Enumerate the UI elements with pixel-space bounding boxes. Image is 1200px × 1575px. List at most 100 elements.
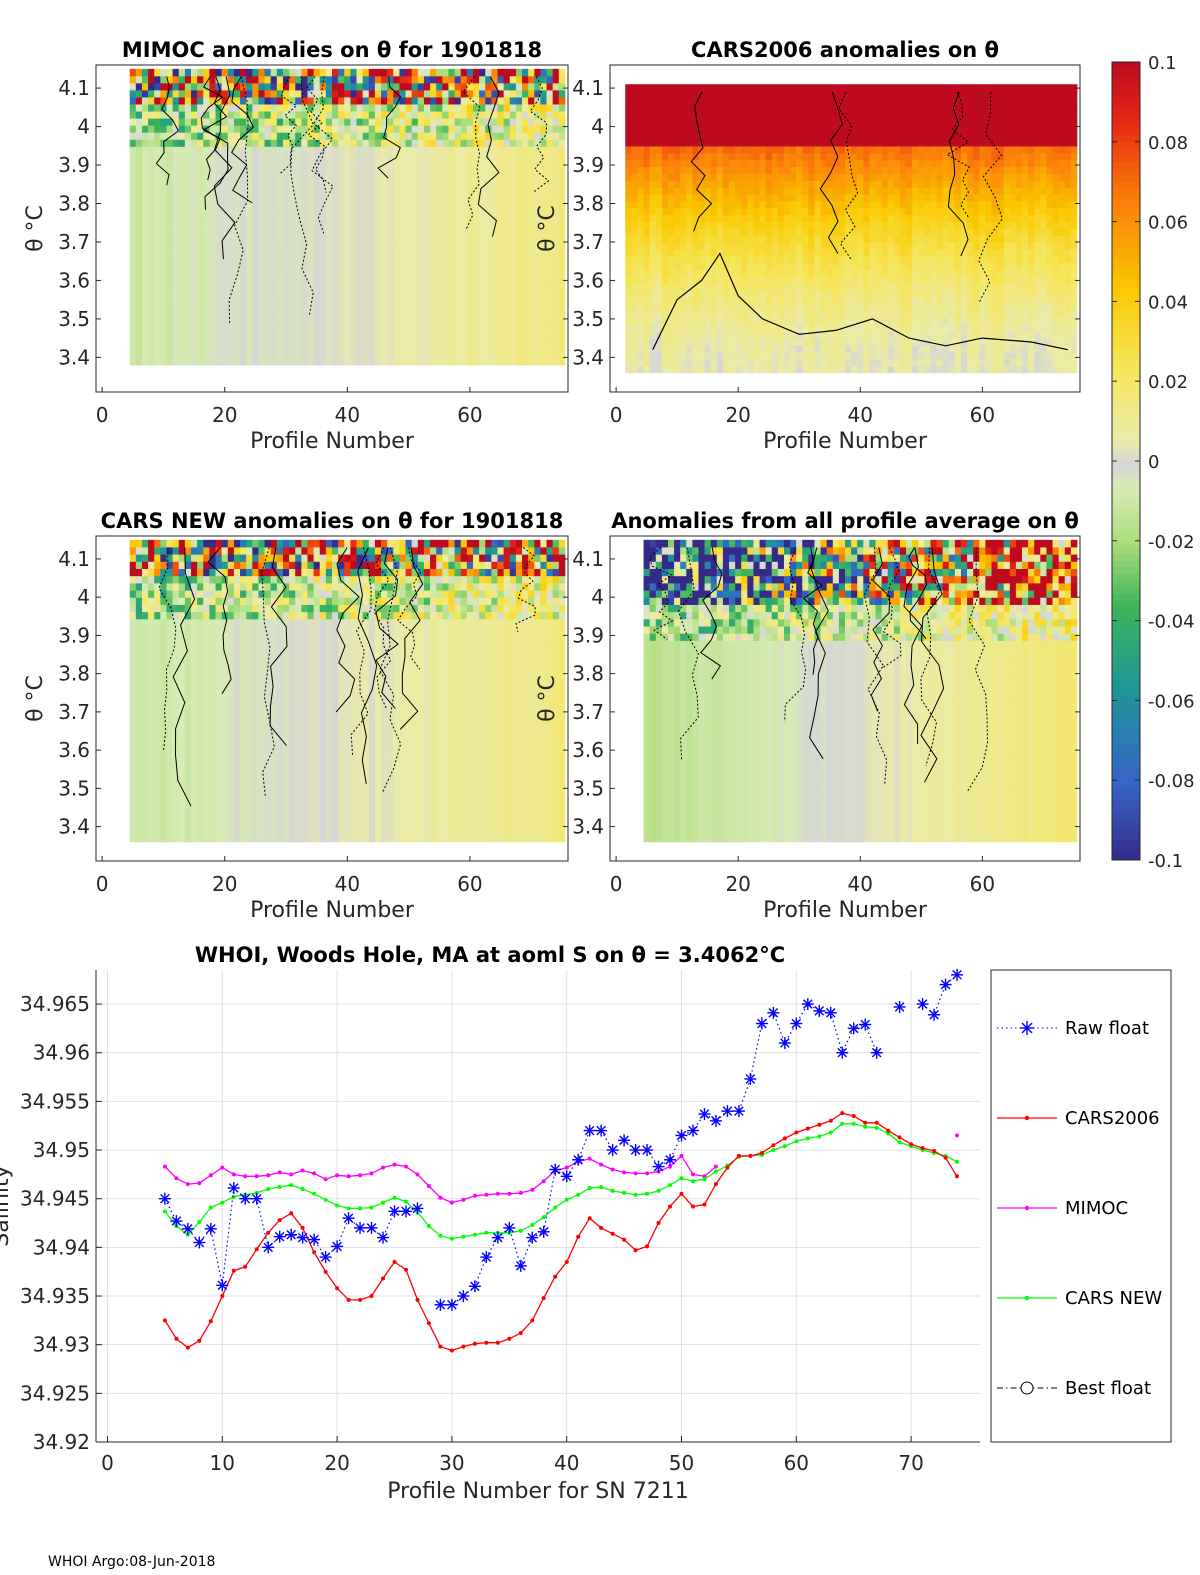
heatmap-cell bbox=[674, 125, 681, 133]
heatmap-cell bbox=[270, 315, 278, 324]
heatmap-cell bbox=[319, 68, 327, 77]
heatmap-cell bbox=[129, 350, 137, 359]
heatmap-cell bbox=[387, 216, 394, 225]
heatmap-cell bbox=[141, 167, 149, 176]
heatmap-cell bbox=[282, 195, 290, 204]
heatmap-cell bbox=[838, 187, 846, 195]
heatmap-cell bbox=[448, 209, 455, 218]
heatmap-cell bbox=[282, 216, 290, 225]
heatmap-cell bbox=[289, 153, 296, 161]
heatmap-cell bbox=[777, 276, 785, 284]
heatmap-cell bbox=[387, 231, 394, 239]
heatmap-cell bbox=[338, 266, 345, 274]
heatmap-cell bbox=[454, 329, 462, 338]
heatmap-cell bbox=[393, 343, 400, 352]
heatmap-cell bbox=[362, 68, 370, 77]
heatmap-cell bbox=[233, 167, 241, 176]
heatmap-cell bbox=[393, 294, 400, 302]
heatmap-cell bbox=[534, 315, 541, 324]
heatmap-cell bbox=[893, 201, 901, 209]
heatmap-cell bbox=[667, 324, 675, 332]
heatmap-cell bbox=[221, 280, 229, 288]
heatmap-cell bbox=[454, 238, 462, 246]
heatmap-cell bbox=[368, 280, 376, 288]
heatmap-cell bbox=[686, 228, 693, 236]
heatmap-cell bbox=[264, 139, 272, 147]
heatmap-cell bbox=[215, 111, 223, 119]
heatmap-cell bbox=[698, 345, 706, 353]
heatmap-cell bbox=[857, 249, 864, 257]
heatmap-cell bbox=[252, 216, 259, 225]
heatmap-cell bbox=[820, 249, 828, 257]
heatmap-cell bbox=[209, 139, 216, 147]
heatmap-cell bbox=[270, 224, 278, 232]
heatmap-cell bbox=[344, 238, 351, 246]
heatmap-cell bbox=[430, 181, 437, 190]
heatmap-cell bbox=[129, 118, 137, 126]
heatmap-cell bbox=[881, 331, 889, 339]
heatmap-cell bbox=[686, 331, 693, 339]
heatmap-cell bbox=[674, 118, 681, 126]
heatmap-cell bbox=[491, 238, 498, 246]
heatmap-cell bbox=[466, 343, 474, 352]
heatmap-cell bbox=[215, 252, 223, 260]
heatmap-cell bbox=[881, 125, 889, 133]
heatmap-cell bbox=[374, 209, 382, 218]
heatmap-cell bbox=[325, 273, 333, 281]
heatmap-cell bbox=[534, 132, 541, 140]
heatmap-cell bbox=[851, 214, 858, 223]
heatmap-cell bbox=[881, 91, 889, 99]
heatmap-cell bbox=[307, 252, 315, 260]
heatmap-cell bbox=[698, 331, 706, 339]
heatmap-cell bbox=[135, 181, 143, 190]
heatmap-cell bbox=[509, 308, 517, 317]
heatmap-cell bbox=[680, 111, 687, 119]
heatmap-cell bbox=[423, 245, 431, 253]
heatmap-cell bbox=[802, 228, 809, 236]
heatmap-cell bbox=[667, 345, 675, 353]
heatmap-cell bbox=[546, 273, 554, 281]
heatmap-cell bbox=[319, 329, 327, 338]
heatmap-cell bbox=[826, 207, 834, 216]
heatmap-cell bbox=[135, 259, 143, 267]
heatmap-cell bbox=[765, 187, 773, 195]
heatmap-cell bbox=[631, 159, 638, 168]
heatmap-cell bbox=[534, 118, 541, 126]
heatmap-cell bbox=[820, 91, 828, 99]
heatmap-cell bbox=[442, 315, 449, 324]
heatmap-cell bbox=[466, 350, 474, 359]
heatmap-cell bbox=[350, 358, 357, 366]
heatmap-cell bbox=[546, 202, 554, 211]
heatmap-cell bbox=[722, 324, 730, 332]
heatmap-cell bbox=[631, 352, 638, 360]
heatmap-cell bbox=[258, 238, 265, 246]
heatmap-cell bbox=[442, 132, 449, 140]
heatmap-cell bbox=[350, 153, 357, 161]
contour-lines bbox=[155, 76, 550, 325]
heatmap-cell bbox=[436, 90, 443, 98]
heatmap-cell bbox=[686, 249, 693, 257]
heatmap-cell bbox=[515, 146, 523, 154]
heatmap-cell bbox=[552, 160, 560, 168]
heatmap-cell bbox=[374, 287, 382, 295]
heatmap-cell bbox=[771, 221, 779, 229]
heatmap-cell bbox=[454, 216, 462, 225]
heatmap-cell bbox=[698, 84, 706, 92]
heatmap-cell bbox=[881, 97, 889, 106]
heatmap-cell bbox=[270, 97, 278, 105]
heatmap-cell bbox=[686, 159, 693, 168]
heatmap-cell bbox=[405, 174, 413, 183]
heatmap-cell bbox=[704, 310, 712, 319]
heatmap-cell bbox=[381, 350, 388, 359]
heatmap-cell bbox=[301, 209, 308, 218]
heatmap-cell bbox=[221, 146, 229, 154]
heatmap-cell bbox=[869, 125, 876, 133]
heatmap-cell bbox=[625, 249, 632, 257]
heatmap-cell bbox=[356, 111, 364, 119]
heatmap-cell bbox=[820, 338, 828, 346]
heatmap-cell bbox=[209, 273, 216, 281]
heatmap-cell bbox=[191, 273, 198, 281]
heatmap-cell bbox=[368, 160, 376, 168]
heatmap-cell bbox=[558, 245, 566, 253]
heatmap-cell bbox=[649, 276, 657, 284]
